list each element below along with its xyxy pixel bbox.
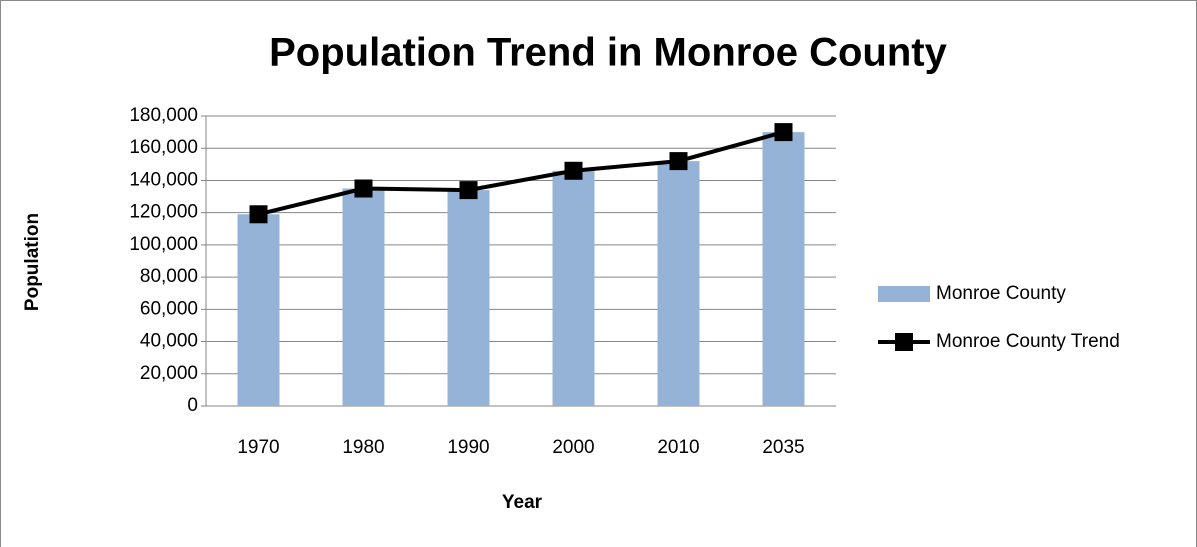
line-marker bbox=[354, 179, 373, 198]
y-tick-label: 60,000 bbox=[140, 298, 198, 319]
x-tick-label: 2035 bbox=[762, 437, 804, 458]
bar bbox=[342, 188, 385, 406]
x-tick-label: 1980 bbox=[342, 437, 384, 458]
y-tick-label: 180,000 bbox=[129, 105, 198, 126]
y-tick-label: 40,000 bbox=[140, 331, 198, 352]
bar bbox=[237, 214, 280, 406]
y-tick-label: 120,000 bbox=[129, 202, 198, 223]
bar bbox=[447, 190, 490, 406]
line-marker bbox=[564, 161, 583, 180]
x-axis-title: Year bbox=[502, 492, 543, 513]
line-marker bbox=[459, 181, 478, 200]
bar bbox=[552, 170, 595, 406]
bar bbox=[762, 132, 805, 406]
legend-label: Monroe County bbox=[936, 283, 1066, 304]
y-tick-label: 100,000 bbox=[129, 234, 198, 255]
x-tick-label: 2000 bbox=[552, 437, 594, 458]
y-tick-label: 140,000 bbox=[129, 169, 198, 190]
y-axis-title: Population bbox=[22, 213, 43, 311]
legend-swatch bbox=[878, 286, 930, 302]
x-tick-label: 2010 bbox=[657, 437, 699, 458]
line-marker bbox=[774, 123, 793, 142]
line-marker bbox=[669, 152, 688, 171]
legend-marker bbox=[895, 333, 913, 351]
y-tick-label: 0 bbox=[187, 395, 198, 416]
x-tick-label: 1970 bbox=[237, 437, 279, 458]
y-tick-label: 20,000 bbox=[140, 363, 198, 384]
trend-line bbox=[258, 130, 785, 217]
y-tick-label: 80,000 bbox=[140, 266, 198, 287]
line-marker bbox=[249, 205, 268, 224]
x-tick-label: 1990 bbox=[447, 437, 489, 458]
chart-title: Population Trend in Monroe County bbox=[269, 31, 947, 75]
y-tick-label: 160,000 bbox=[129, 137, 198, 158]
legend-label: Monroe County Trend bbox=[936, 331, 1120, 352]
bar bbox=[657, 161, 700, 406]
